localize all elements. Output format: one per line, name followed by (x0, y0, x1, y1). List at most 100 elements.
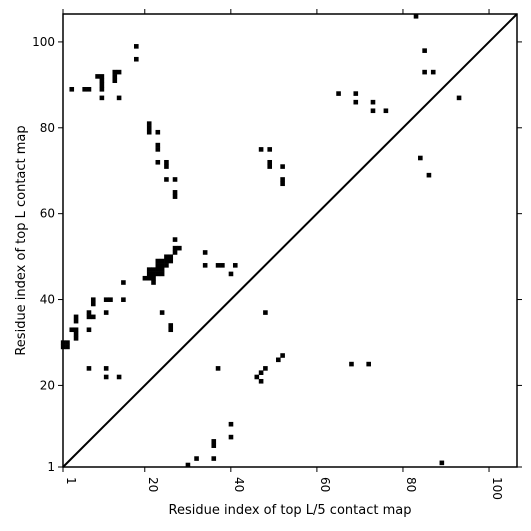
y-tick-label: 20 (40, 378, 55, 392)
x-tick-label: 100 (490, 477, 504, 500)
x-tick-label: 60 (318, 477, 332, 492)
contact-point (155, 258, 161, 264)
contact-point (116, 95, 122, 101)
contact-point (159, 263, 165, 268)
x-axis-label: Residue index of top L/5 contact map (169, 503, 412, 518)
contact-point (116, 374, 122, 380)
contact-point (151, 280, 156, 285)
contact-point (155, 147, 161, 152)
contact-point (280, 181, 285, 187)
contact-point (267, 159, 273, 165)
y-tick-label: 100 (32, 35, 55, 49)
contact-point (422, 48, 427, 53)
contact-point (108, 297, 113, 302)
contact-point (103, 297, 109, 302)
contact-point (211, 439, 217, 444)
contact-point (172, 250, 178, 255)
contact-point (263, 310, 268, 315)
contact-point (430, 69, 436, 75)
plot-frame (62, 13, 518, 468)
contact-point (228, 434, 234, 440)
contact-point (280, 177, 285, 182)
contact-point (276, 357, 281, 363)
contact-point (155, 129, 161, 135)
contact-point (353, 91, 359, 96)
x-tick-label: 20 (146, 477, 160, 492)
contact-point (280, 164, 285, 169)
contact-point (280, 353, 285, 358)
contact-point (95, 74, 100, 79)
contact-point (159, 258, 165, 264)
contact-point (73, 327, 79, 333)
contact-point (86, 310, 92, 315)
contact-point (211, 456, 217, 461)
contact-point (134, 56, 139, 62)
x-tick-label: 1 (64, 477, 78, 485)
contact-point (215, 263, 221, 268)
contact-point (194, 456, 199, 461)
contact-point (215, 366, 221, 371)
contact-point (422, 69, 427, 75)
contact-point (103, 310, 109, 315)
contact-point (134, 44, 139, 49)
x-tick-label: 40 (232, 477, 246, 492)
contact-point (168, 258, 174, 264)
contact-point (418, 155, 423, 161)
contact-point (172, 177, 178, 182)
contact-point (159, 271, 165, 277)
contact-point (82, 86, 87, 92)
contact-point (220, 263, 225, 268)
contact-point (258, 370, 264, 375)
contact-point (155, 267, 161, 272)
y-tick-label: 1 (47, 460, 55, 474)
contact-point (413, 14, 419, 19)
contact-point (177, 245, 182, 251)
contact-point (172, 245, 178, 251)
contact-point (151, 275, 156, 281)
contact-point (73, 336, 79, 341)
contact-point (73, 331, 79, 337)
y-tick-label: 40 (40, 293, 55, 307)
contact-point (336, 91, 341, 96)
contact-point (146, 275, 152, 281)
contact-point (86, 327, 92, 333)
contact-point (99, 82, 105, 88)
contact-point (155, 159, 161, 165)
contact-point (263, 366, 268, 371)
contact-point (349, 361, 354, 367)
contact-point (164, 164, 169, 169)
contact-point (172, 190, 178, 195)
contact-point (65, 344, 70, 350)
x-tick-label: 80 (404, 477, 418, 492)
contact-point (185, 462, 191, 468)
contact-point (370, 99, 376, 105)
contact-point (121, 297, 126, 302)
y-tick-label: 80 (40, 121, 55, 135)
contact-point (99, 74, 105, 79)
contact-point (99, 95, 105, 101)
contact-point (258, 378, 264, 384)
contact-point (65, 340, 70, 345)
contact-point (146, 271, 152, 277)
contact-point (366, 361, 371, 367)
contact-point (69, 86, 75, 92)
contact-point (164, 263, 169, 268)
contact-point (202, 263, 208, 268)
data-points (60, 14, 462, 468)
contact-point (172, 237, 178, 242)
contact-point (254, 374, 260, 380)
contact-point (168, 254, 174, 260)
contact-point (73, 318, 79, 324)
contact-point (151, 267, 156, 272)
contact-point (164, 177, 169, 182)
contact-point (456, 95, 462, 101)
contact-point (69, 327, 75, 333)
contact-point (112, 69, 118, 75)
contact-point (90, 301, 96, 307)
contact-point (103, 366, 109, 371)
contact-point (353, 99, 359, 105)
contact-point (103, 374, 109, 380)
contact-point (439, 460, 445, 466)
contact-point (232, 263, 238, 268)
